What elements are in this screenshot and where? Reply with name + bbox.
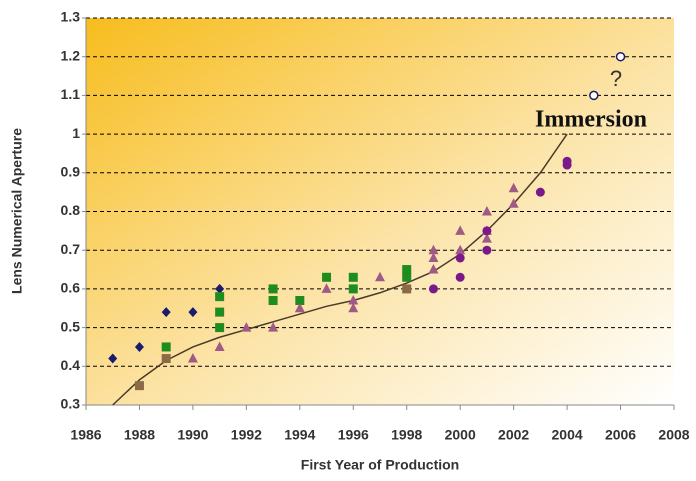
point	[481, 233, 492, 243]
point	[402, 272, 412, 282]
point	[615, 51, 626, 62]
point	[482, 245, 492, 255]
point	[215, 283, 225, 294]
point	[215, 307, 225, 317]
point	[428, 252, 439, 262]
y-tick-label: 0.7	[61, 241, 81, 257]
trend-line	[112, 133, 568, 406]
point	[134, 341, 144, 352]
x-tick-label: 1996	[338, 427, 369, 443]
x-tick-label: 2006	[605, 427, 636, 443]
y-tick-label: 0.6	[61, 280, 81, 296]
point	[322, 272, 332, 282]
point	[161, 342, 171, 352]
point	[402, 284, 412, 294]
point	[428, 244, 439, 255]
point	[428, 284, 438, 294]
point	[134, 381, 144, 391]
point	[295, 296, 305, 306]
point	[187, 353, 198, 363]
point	[188, 307, 198, 318]
point	[535, 187, 545, 197]
point	[108, 353, 118, 364]
point	[241, 322, 252, 332]
point	[508, 198, 519, 208]
y-tick-label: 1	[72, 125, 80, 141]
annotation: ?	[610, 66, 622, 91]
x-tick-label: 1986	[70, 427, 101, 443]
y-tick-label: 1.1	[61, 86, 81, 102]
x-tick-label: 2004	[552, 427, 583, 443]
point	[348, 284, 358, 294]
point	[214, 341, 225, 351]
x-tick-label: 1994	[284, 427, 315, 443]
x-tick-label: 1990	[177, 427, 208, 443]
y-tick-label: 0.4	[61, 357, 81, 373]
y-tick-label: 1.2	[61, 47, 81, 63]
x-tick-label: 2008	[658, 427, 689, 443]
y-tick-label: 0.3	[61, 396, 81, 412]
point	[482, 226, 492, 236]
point	[562, 160, 572, 170]
point	[481, 206, 492, 216]
point	[215, 323, 225, 333]
point	[348, 272, 358, 282]
point	[268, 296, 278, 306]
y-tick-label: 0.9	[61, 164, 81, 180]
x-tick-label: 1988	[124, 427, 155, 443]
x-tick-label: 2002	[498, 427, 529, 443]
point	[268, 322, 279, 332]
point	[402, 265, 412, 275]
point	[215, 292, 225, 302]
point	[455, 244, 466, 255]
point	[321, 283, 332, 293]
point	[455, 225, 466, 235]
point	[294, 302, 305, 313]
x-tick-label: 1992	[231, 427, 262, 443]
y-tick-label: 1.3	[61, 9, 81, 25]
point	[161, 307, 171, 318]
point	[348, 295, 359, 305]
point	[428, 264, 439, 274]
point	[268, 284, 278, 294]
x-axis-title: First Year of Production	[301, 457, 459, 473]
point	[508, 182, 519, 193]
x-tick-label: 2000	[445, 427, 476, 443]
point	[348, 302, 359, 313]
annotation: Immersion	[535, 107, 647, 133]
point	[589, 90, 599, 101]
point	[375, 271, 385, 282]
point	[455, 272, 465, 282]
y-tick-label: 0.8	[61, 202, 81, 218]
point	[455, 253, 465, 263]
y-axis-title: Lens Numerical Aperture	[9, 128, 25, 294]
point	[161, 354, 171, 364]
y-tick-label: 0.5	[61, 318, 81, 334]
x-tick-label: 1998	[391, 427, 422, 443]
